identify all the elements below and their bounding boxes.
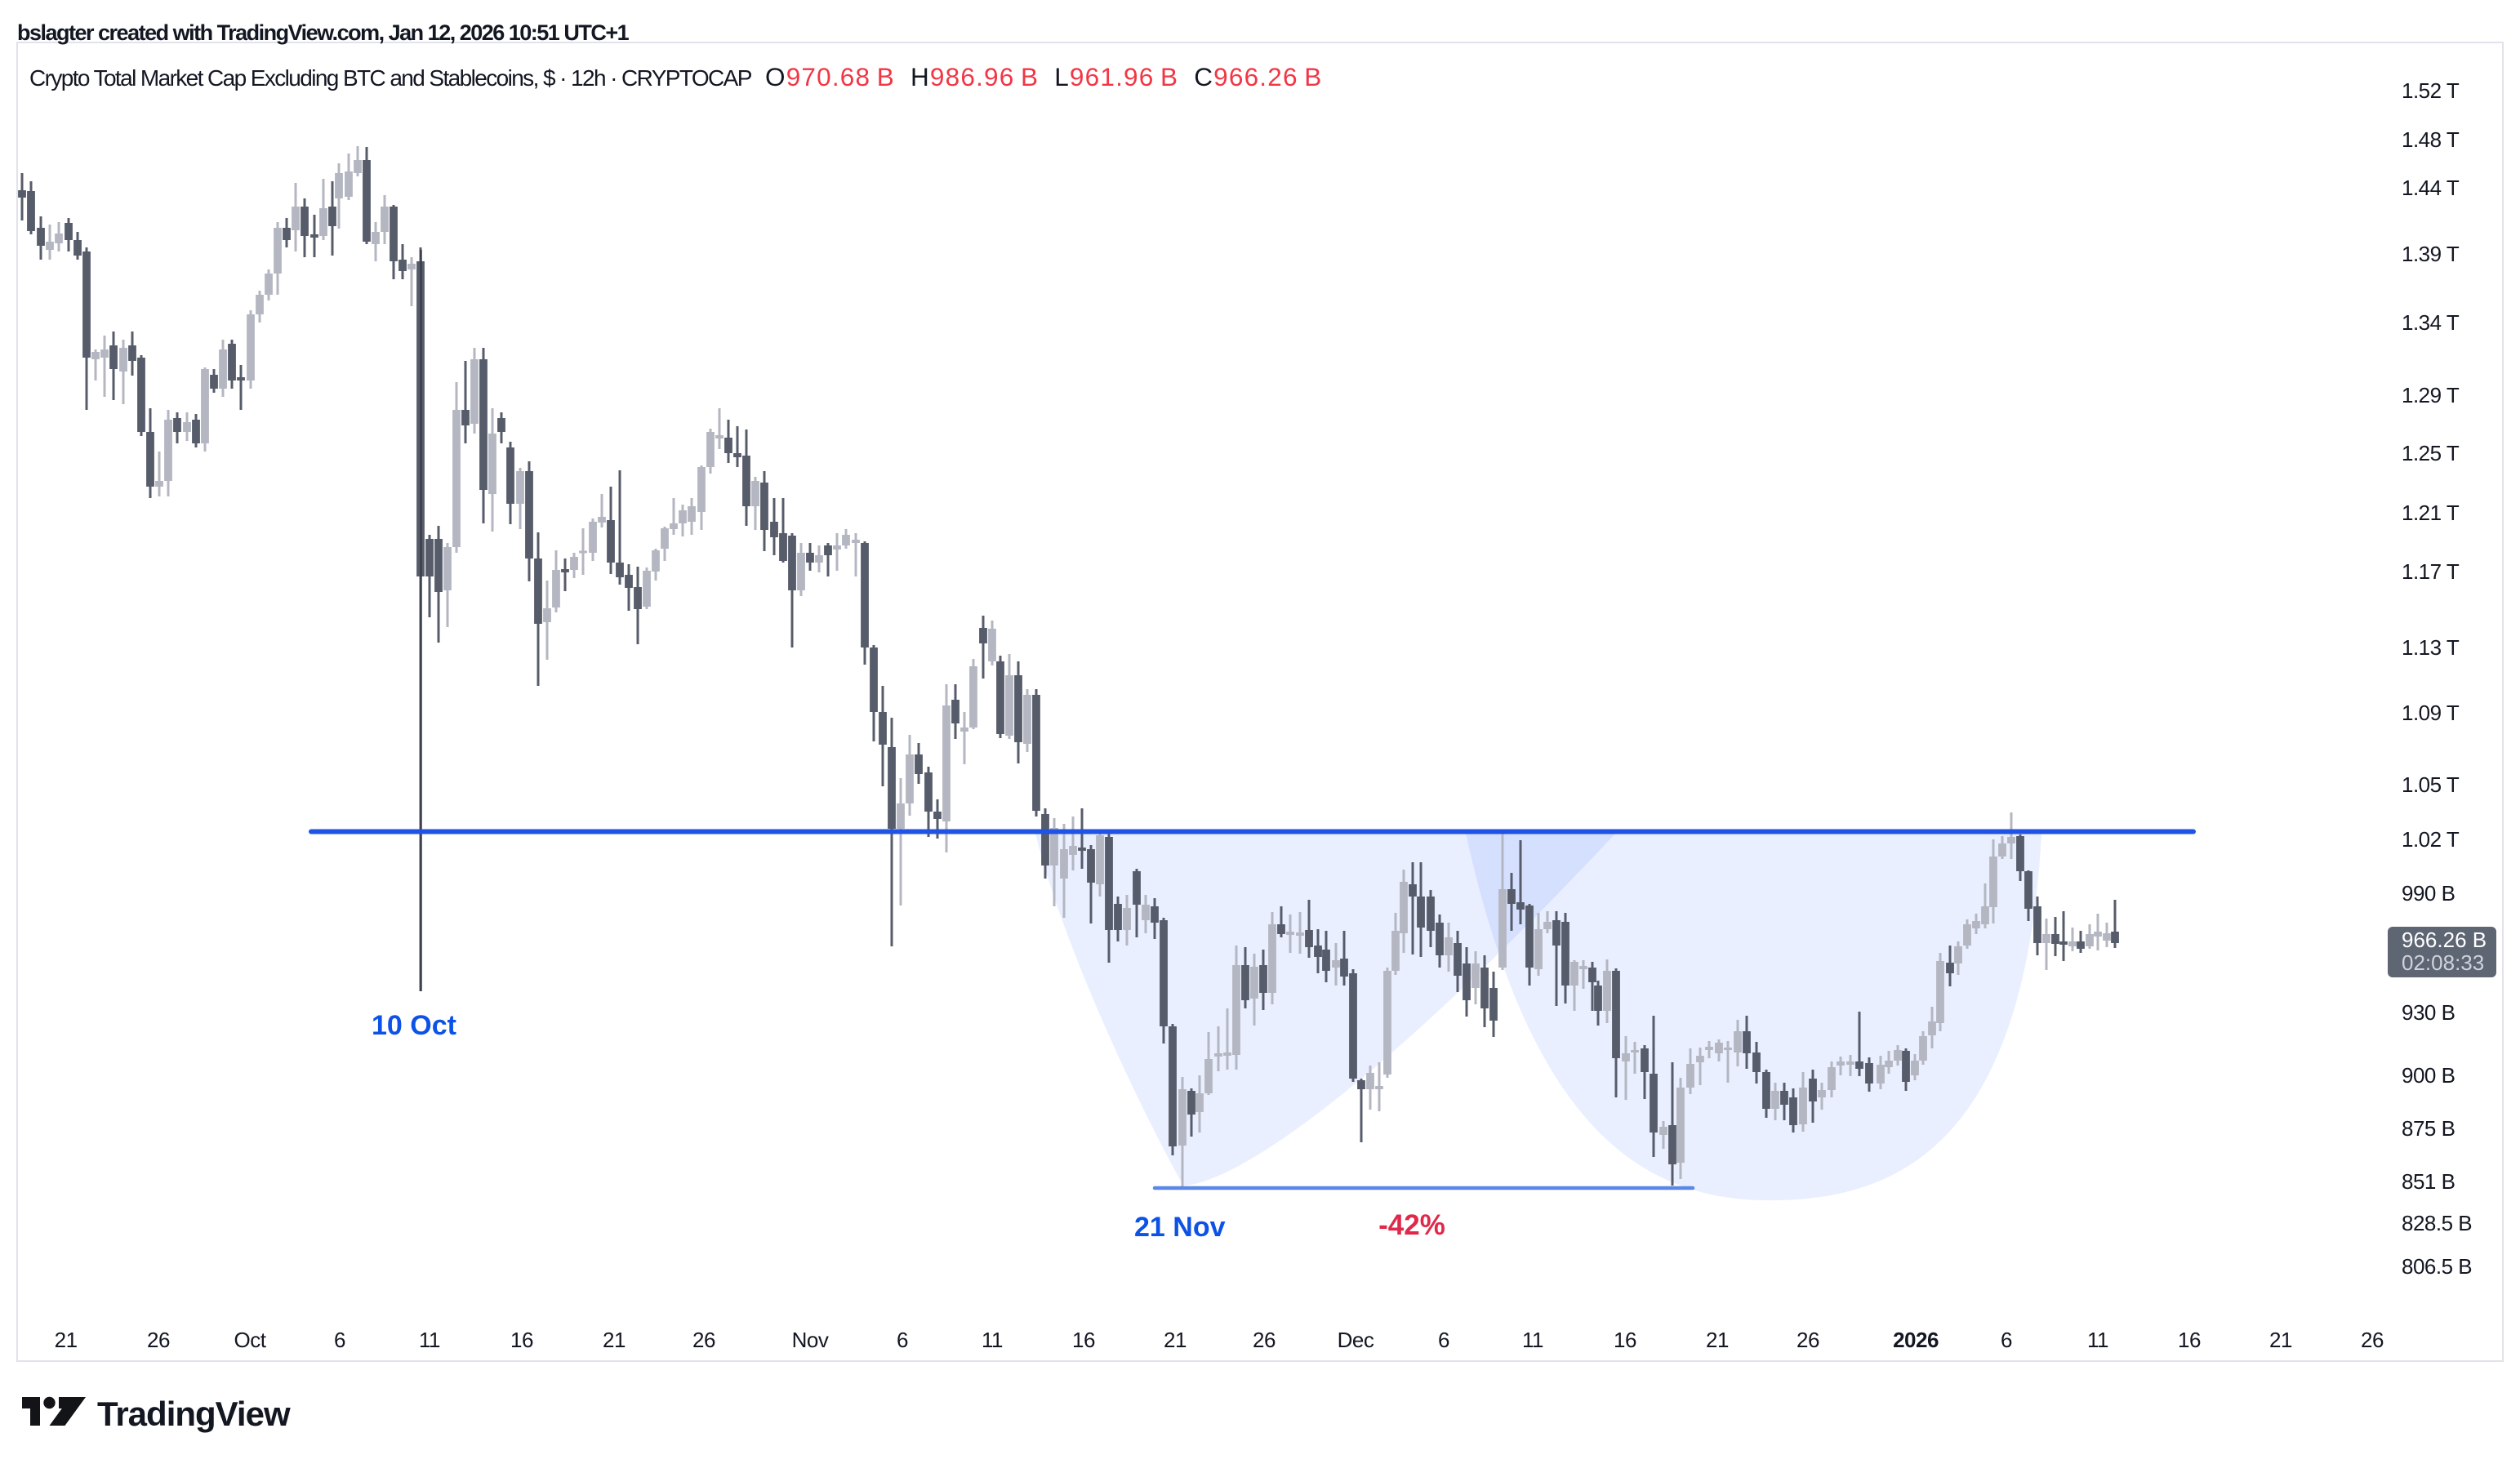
svg-text:16: 16 [1614,1328,1636,1352]
svg-text:21: 21 [1164,1328,1187,1352]
svg-text:11: 11 [982,1328,1003,1352]
svg-text:16: 16 [2178,1328,2201,1352]
svg-text:21: 21 [55,1328,78,1352]
svg-text:Oct: Oct [234,1328,267,1352]
svg-text:6: 6 [334,1328,345,1352]
svg-text:Dec: Dec [1338,1328,1374,1352]
svg-text:930 B: 930 B [2402,1000,2455,1025]
svg-text:11: 11 [419,1328,440,1352]
svg-text:1.05 T: 1.05 T [2402,772,2460,797]
svg-text:-42%: -42% [1378,1209,1445,1241]
svg-text:966.26 B: 966.26 B [2402,928,2487,952]
svg-text:26: 26 [692,1328,715,1352]
svg-text:TradingView: TradingView [97,1395,291,1433]
svg-text:1.29 T: 1.29 T [2402,383,2460,407]
svg-text:21: 21 [603,1328,626,1352]
svg-text:10 Oct: 10 Oct [372,1010,456,1041]
svg-text:26: 26 [2361,1328,2384,1352]
svg-text:Crypto Total Market Cap Exclud: Crypto Total Market Cap Excluding BTC an… [29,65,752,91]
svg-text:21: 21 [1706,1328,1729,1352]
svg-text:11: 11 [2087,1328,2108,1352]
svg-text:26: 26 [1797,1328,1819,1352]
svg-text:1.25 T: 1.25 T [2402,441,2460,465]
svg-text:1.09 T: 1.09 T [2402,701,2460,725]
svg-text:Nov: Nov [792,1328,829,1352]
svg-text:1.48 T: 1.48 T [2402,127,2460,152]
svg-text:1.52 T: 1.52 T [2402,78,2460,103]
svg-text:990 B: 990 B [2402,881,2455,906]
svg-text:11: 11 [1522,1328,1543,1352]
svg-text:26: 26 [147,1328,170,1352]
svg-text:900 B: 900 B [2402,1063,2455,1088]
svg-text:02:08:33: 02:08:33 [2402,950,2484,975]
svg-text:21: 21 [2269,1328,2292,1352]
svg-text:1.34 T: 1.34 T [2402,310,2460,335]
svg-text:bslagter created with TradingV: bslagter created with TradingView.com, J… [17,20,630,45]
svg-text:851 B: 851 B [2402,1169,2455,1194]
svg-text:6: 6 [2001,1328,2012,1352]
svg-text:21 Nov: 21 Nov [1134,1212,1226,1243]
svg-text:6: 6 [897,1328,908,1352]
svg-text:1.13 T: 1.13 T [2402,635,2460,660]
svg-text:1.17 T: 1.17 T [2402,559,2460,584]
svg-text:1.44 T: 1.44 T [2402,176,2460,200]
svg-text:16: 16 [1072,1328,1095,1352]
svg-text:1.21 T: 1.21 T [2402,501,2460,525]
svg-text:875 B: 875 B [2402,1116,2455,1141]
svg-text:26: 26 [1253,1328,1276,1352]
svg-text:1.02 T: 1.02 T [2402,827,2460,852]
svg-text:6: 6 [1438,1328,1449,1352]
svg-text:16: 16 [510,1328,533,1352]
svg-text:828.5 B: 828.5 B [2402,1211,2472,1235]
svg-text:1.39 T: 1.39 T [2402,242,2460,266]
svg-text:806.5 B: 806.5 B [2402,1254,2472,1279]
svg-text:2026: 2026 [1893,1328,1939,1352]
